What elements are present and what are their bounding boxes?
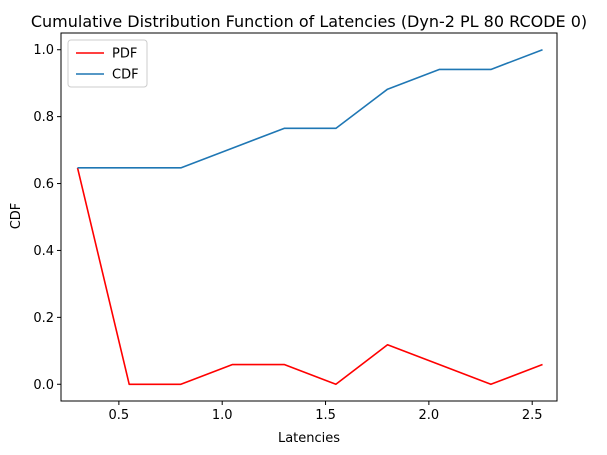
y-tick-label: 0.8 — [33, 110, 54, 125]
legend: PDF CDF — [67, 39, 148, 88]
plot-area — [60, 32, 558, 402]
plot-frame — [60, 32, 558, 402]
x-tick-label: 0.5 — [109, 408, 130, 423]
x-tick-label: 1.0 — [212, 408, 233, 423]
x-axis: 0.5 1.0 1.5 2.0 2.5 — [109, 401, 543, 423]
y-tick-label: 1.0 — [33, 43, 54, 58]
y-tick-label: 0.4 — [33, 244, 54, 259]
x-tick-label: 2.0 — [419, 408, 440, 423]
legend-label-cdf: CDF — [112, 68, 139, 83]
series-line-cdf — [77, 48, 543, 169]
x-tick-label: 1.5 — [315, 408, 336, 423]
y-axis: 0.0 0.2 0.4 0.6 0.8 1.0 — [33, 43, 61, 393]
y-tick-label: 0.6 — [33, 177, 54, 192]
x-tick-label: 2.5 — [522, 408, 543, 423]
y-tick-label: 0.0 — [33, 378, 54, 393]
y-axis-label: CDF — [9, 203, 24, 230]
x-axis-label: Latencies — [278, 431, 340, 446]
y-tick-label: 0.2 — [33, 311, 54, 326]
chart-title: Cumulative Distribution Function of Late… — [31, 12, 587, 31]
legend-label-pdf: PDF — [112, 47, 137, 62]
legend-box — [67, 39, 148, 88]
series-line-pdf — [76, 167, 543, 386]
